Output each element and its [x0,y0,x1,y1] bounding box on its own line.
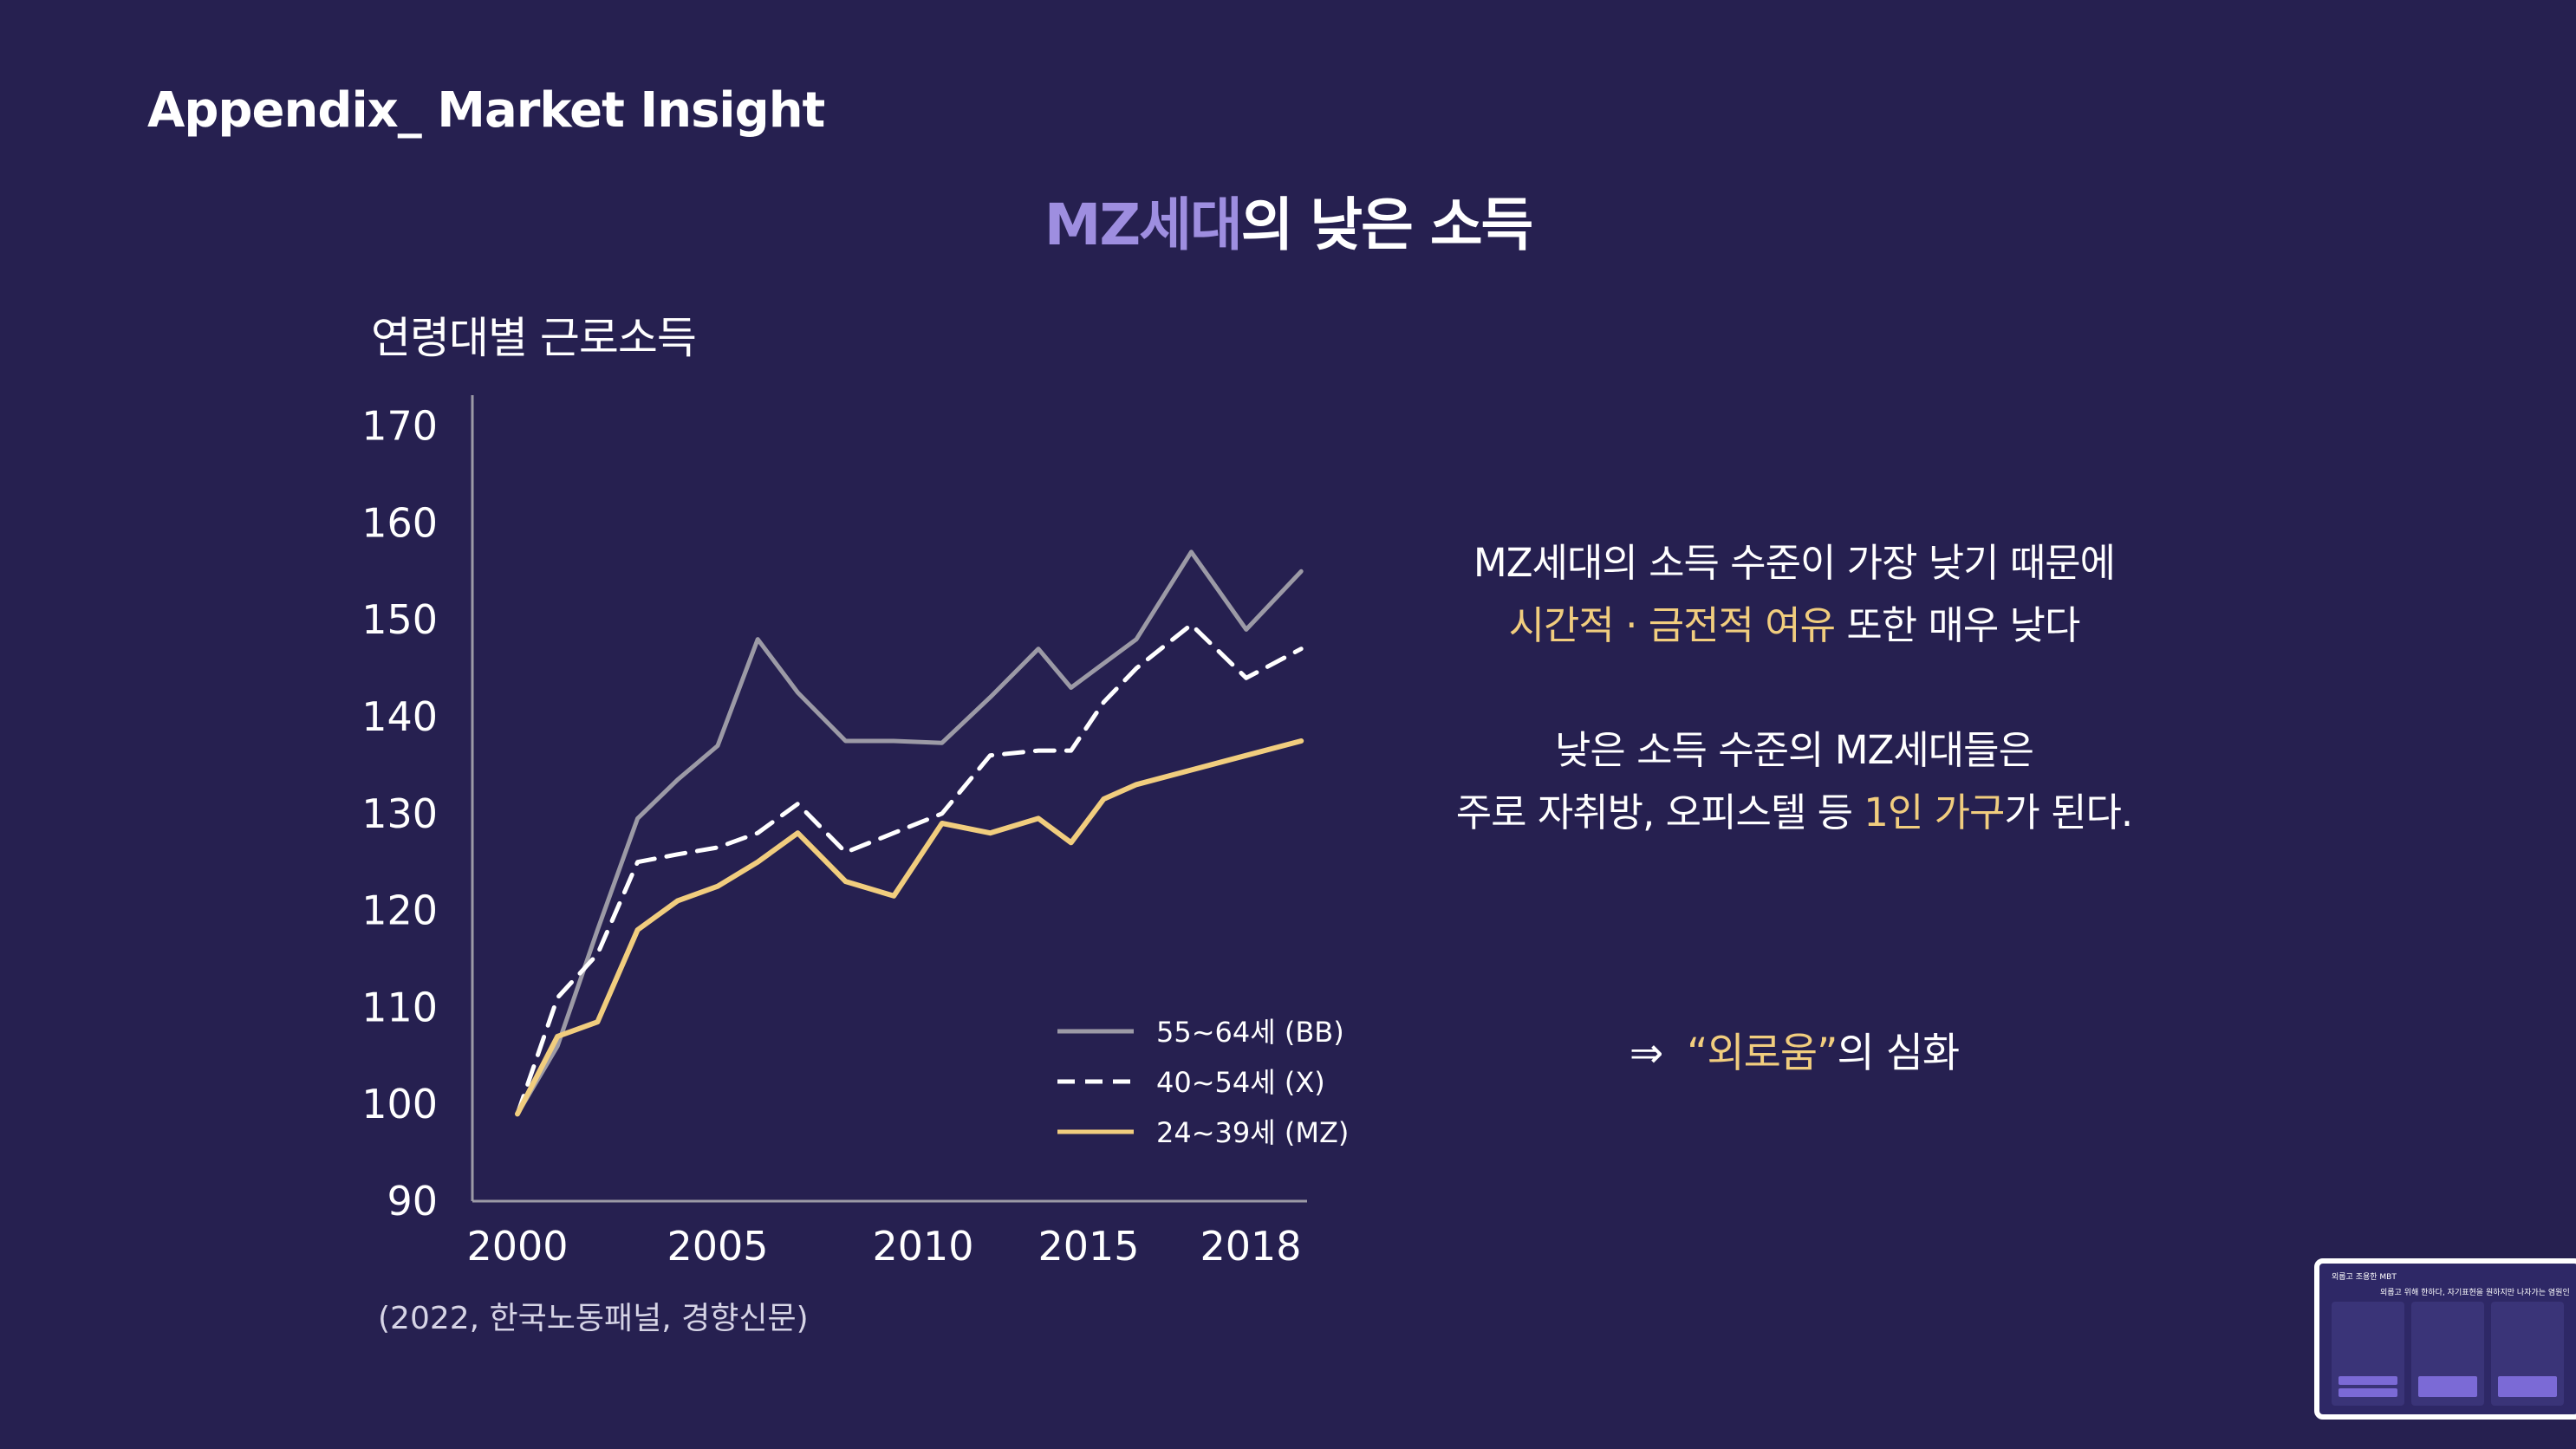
insight-line-2-rest: 또한 매우 낮다 [1835,602,2080,648]
legend-label-1: 40~54세 (X) [1156,1066,1325,1099]
x-tick-label: 2015 [1038,1223,1139,1270]
legend-label-2: 24~39세 (MZ) [1156,1116,1349,1149]
source-note: (2022, 한국노동패널, 경향신문) [378,1301,809,1336]
thumbnail-column [2411,1302,2484,1406]
series-line-0 [515,549,1304,1116]
chart-axes: 90 100 110 120 130 140 150 160 170 2000 2005 2010 20… [361,395,1307,1270]
chart-series [515,549,1304,1117]
insight-line-2: 시간적 · 금전적 여유 또한 매우 낮다 [1352,595,2236,657]
insight-line-4-pre: 주로 자취방, 오피스텔 등 [1455,789,1864,835]
slide-title: MZ세대의 낮은 소득 [0,179,2576,262]
slide-title-accent: MZ세대 [1044,192,1243,258]
x-tick-label: 2005 [667,1223,768,1270]
slide-thumbnail[interactable]: 외롭고 조용한 MBT 외롭고 위해 한하다, 자기표현을 원하지만 나자가는 … [2314,1258,2576,1420]
thumbnail-bar [2339,1376,2397,1385]
insight-paragraph-2: 낮은 소득 수준의 MZ세대들은 주로 자취방, 오피스텔 등 1인 가구가 된… [1352,719,2236,844]
conclusion-rest: 의 심화 [1837,1030,1961,1077]
x-tick-label: 2000 [466,1223,568,1270]
series-line-2 [515,738,1304,1117]
insight-highlight-time-money: 시간적 · 금전적 여유 [1508,602,1836,648]
thumbnail-column [2332,1302,2404,1406]
thumbnail-bar [2418,1376,2477,1397]
y-tick-label: 120 [361,887,438,934]
y-tick-label: 90 [387,1178,438,1225]
slide-title-rest: 의 낮은 소득 [1240,192,1534,258]
arrow-icon: ⇒ [1629,1030,1663,1077]
y-tick-label: 130 [361,790,438,837]
insight-line-1: MZ세대의 소득 수준이 가장 낮기 때문에 [1473,540,2116,586]
thumbnail-bar [2339,1388,2397,1397]
conclusion-highlight: “외로움” [1687,1030,1838,1077]
series-line-1 [515,622,1304,1116]
insight-paragraph-1: MZ세대의 소득 수준이 가장 낮기 때문에 시간적 · 금전적 여유 또한 매… [1352,532,2236,657]
y-tick-label: 140 [361,693,438,740]
insight-highlight-single-household: 1인 가구 [1864,789,2005,835]
thumbnail-bar [2498,1376,2557,1397]
y-tick-label: 170 [361,403,438,450]
y-tick-label: 100 [361,1081,438,1127]
y-tick-label: 110 [361,984,438,1030]
y-tick-label: 160 [361,499,438,546]
x-tick-label: 2018 [1200,1223,1301,1270]
insight-line-4: 주로 자취방, 오피스텔 등 1인 가구가 된다. [1352,782,2236,844]
chart-legend: 55~64세 (BB) 40~54세 (X) 24~39세 (MZ) [1057,1016,1349,1149]
legend-label-0: 55~64세 (BB) [1156,1016,1344,1049]
thumbnail-title: 외롭고 조용한 MBT [2332,1273,2397,1282]
header-title: Appendix_ Market Insight [147,82,825,139]
insight-line-3: 낮은 소득 수준의 MZ세대들은 [1555,727,2034,773]
insight-line-4-post: 가 된다. [2004,789,2133,835]
chart-title: 연령대별 근로소득 [371,313,697,363]
y-tick-label: 150 [361,596,438,643]
conclusion: ⇒ “외로움”의 심화 [1352,1023,2236,1085]
income-line-chart: 90 100 110 120 130 140 150 160 170 2000 2005 2010 20… [361,395,1349,1270]
x-tick-label: 2010 [872,1223,973,1270]
thumbnail-column [2491,1302,2564,1406]
thumbnail-subtitle: 외롭고 위해 한하다, 자기표현을 원하지만 나자가는 염원인 [2380,1289,2570,1297]
